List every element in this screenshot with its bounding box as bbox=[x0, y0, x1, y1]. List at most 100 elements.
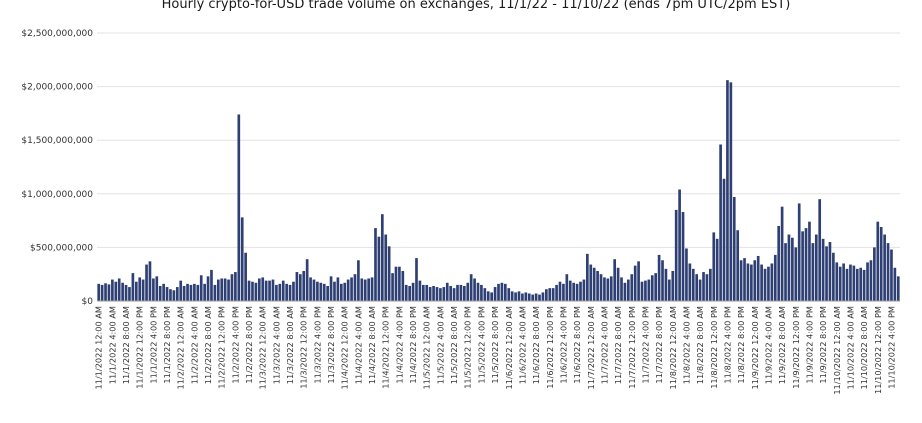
bar bbox=[551, 288, 555, 301]
bar bbox=[220, 278, 224, 301]
y-tick-label: $2,500,000,000 bbox=[21, 29, 93, 39]
x-tick-label: 11/8/2022 12:00 PM bbox=[709, 306, 719, 389]
y-tick-label: $500,000,000 bbox=[30, 243, 93, 253]
bar bbox=[326, 285, 329, 301]
bar bbox=[336, 277, 340, 301]
bar bbox=[486, 291, 490, 301]
x-tick-label: 11/2/2022 12:00 AM bbox=[176, 306, 186, 389]
bar bbox=[288, 284, 292, 301]
bar bbox=[606, 278, 610, 301]
bar bbox=[145, 264, 148, 301]
x-tick-label: 11/4/2022 12:00 AM bbox=[340, 306, 350, 389]
bar bbox=[698, 279, 702, 301]
bar bbox=[681, 212, 685, 301]
bar bbox=[521, 293, 524, 301]
bar bbox=[746, 263, 750, 301]
x-tick-label: 11/9/2022 12:00 AM bbox=[750, 306, 760, 389]
bar bbox=[685, 248, 688, 301]
bar bbox=[504, 283, 507, 301]
bar bbox=[862, 269, 866, 301]
x-tick-label: 11/5/2022 8:00 PM bbox=[490, 306, 500, 384]
bar bbox=[586, 253, 589, 301]
bar bbox=[582, 279, 586, 301]
bar bbox=[695, 274, 699, 301]
bar bbox=[394, 266, 398, 301]
y-tick-label: $1,000,000,000 bbox=[21, 190, 93, 200]
bar bbox=[592, 267, 596, 301]
x-tick-label: 11/1/2022 12:00 AM bbox=[94, 306, 104, 389]
bar bbox=[808, 221, 811, 301]
bar bbox=[162, 283, 165, 301]
bar bbox=[712, 232, 716, 301]
bar bbox=[524, 292, 528, 301]
bar bbox=[613, 259, 617, 301]
x-tick-label: 11/5/2022 4:00 AM bbox=[435, 306, 445, 384]
bar bbox=[257, 278, 261, 301]
bar bbox=[849, 264, 852, 301]
bar bbox=[678, 189, 681, 301]
bar bbox=[620, 277, 623, 301]
bar bbox=[193, 283, 196, 301]
bar bbox=[644, 280, 647, 301]
bar bbox=[650, 275, 654, 301]
bar bbox=[490, 292, 493, 301]
bar bbox=[104, 283, 107, 301]
bar bbox=[565, 274, 569, 301]
bar bbox=[510, 291, 514, 301]
x-tick-label: 11/8/2022 12:00 AM bbox=[668, 306, 678, 389]
x-tick-label: 11/2/2022 8:00 PM bbox=[244, 306, 254, 384]
bar bbox=[439, 288, 442, 301]
bar bbox=[497, 283, 500, 301]
bar bbox=[473, 278, 476, 301]
bar bbox=[661, 260, 664, 301]
x-tick-label: 11/3/2022 4:00 AM bbox=[271, 306, 281, 384]
bar bbox=[893, 267, 897, 301]
bar bbox=[859, 267, 863, 301]
bar bbox=[285, 283, 288, 301]
bar bbox=[398, 266, 401, 301]
x-tick-label: 11/10/2022 4:00 PM bbox=[886, 306, 896, 389]
bar bbox=[169, 289, 172, 301]
x-tick-label: 11/6/2022 12:00 PM bbox=[545, 306, 555, 389]
bar bbox=[527, 293, 531, 301]
bar bbox=[128, 287, 131, 301]
bar bbox=[814, 234, 818, 301]
bar bbox=[705, 274, 709, 301]
x-tick-label: 11/9/2022 4:00 AM bbox=[763, 306, 773, 384]
bar bbox=[821, 238, 825, 301]
bar bbox=[124, 284, 128, 301]
x-tick-label: 11/2/2022 8:00 AM bbox=[203, 306, 213, 384]
bar bbox=[855, 268, 859, 301]
x-tick-label: 11/9/2022 8:00 PM bbox=[818, 306, 828, 384]
bar bbox=[719, 144, 722, 301]
bar bbox=[575, 283, 579, 301]
bar bbox=[189, 284, 193, 301]
bar bbox=[726, 80, 729, 301]
bar bbox=[223, 278, 227, 301]
bar bbox=[404, 284, 408, 301]
bar bbox=[818, 199, 822, 301]
bar bbox=[832, 252, 835, 301]
bar bbox=[275, 284, 278, 301]
bar bbox=[292, 281, 295, 301]
x-tick-label: 11/4/2022 8:00 AM bbox=[367, 306, 377, 384]
bar bbox=[179, 280, 183, 301]
x-tick-label: 11/1/2022 4:00 PM bbox=[148, 306, 158, 384]
x-tick-label: 11/6/2022 8:00 PM bbox=[572, 306, 582, 384]
bar bbox=[709, 268, 712, 301]
bar bbox=[97, 283, 101, 301]
bar bbox=[213, 284, 217, 301]
bar bbox=[152, 278, 155, 301]
x-tick-label: 11/3/2022 12:00 AM bbox=[258, 306, 268, 389]
bar bbox=[886, 243, 890, 301]
bar bbox=[322, 283, 326, 301]
chart-title: Hourly crypto-for-USD trade volume on ex… bbox=[162, 0, 791, 12]
bar bbox=[268, 280, 271, 301]
bar bbox=[668, 279, 671, 301]
bar bbox=[500, 282, 504, 301]
bar bbox=[138, 277, 142, 301]
x-tick-label: 11/4/2022 12:00 PM bbox=[381, 306, 391, 389]
bar bbox=[216, 279, 220, 301]
bar bbox=[838, 266, 842, 301]
x-tick-label: 11/10/2022 12:00 AM bbox=[832, 306, 842, 395]
